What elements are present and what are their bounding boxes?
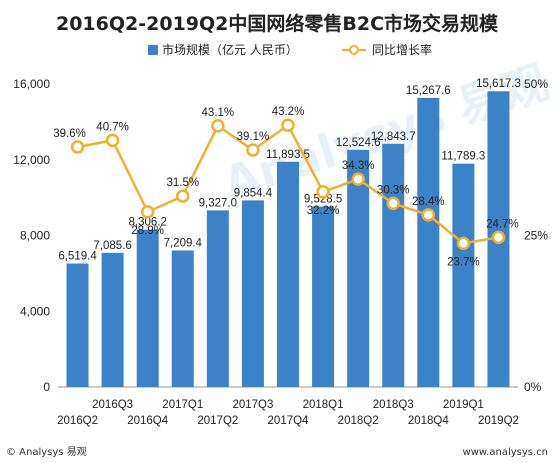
x-tick-label: 2017Q1 [162,399,203,411]
bar [417,97,440,388]
x-tick-label: 2017Q3 [232,399,273,411]
bar [136,229,159,387]
footer-url: www.analysys.cn [463,447,548,458]
line-value-label: 43.1% [202,107,235,119]
line-point [351,172,365,186]
line-point [70,140,85,154]
legend-line-marker [349,45,359,55]
x-tick-label: 2019Q1 [443,399,484,411]
line-value-label: 39.1% [237,131,270,143]
x-axis-labels: 2016Q2 2016Q3 2016Q4 2017Q1 2017Q2 2017Q3 2017… [57,399,519,427]
legend-bar-label: 市场规模（亿元 人民币） [162,42,298,57]
line-value-label: 34.3% [342,160,375,172]
x-tick-label: 2016Q4 [127,415,169,427]
line-value-label: 39.6% [53,128,86,140]
line-value-label: 23.7% [447,256,480,268]
line-value-label: 40.7% [96,121,129,133]
y-left-tick-label: 16,000 [13,77,50,91]
bar-value-label: 12,524.6 [336,137,381,149]
legend: 市场规模（亿元 人民币） 同比增长率 [148,42,432,57]
bar-value-label: 12,843.7 [371,131,416,143]
line-value-label: 24.7% [486,218,519,230]
line-value-label: 32.2% [307,205,340,217]
legend-line-label: 同比增长率 [372,42,432,57]
y-axis-right: 0% 25% 50% [524,77,548,394]
bar-value-label: 7,085.6 [93,240,131,252]
line-point [456,236,471,251]
bar [277,161,299,387]
bar-value-label: 6,519.4 [58,251,97,263]
line-value-label: 31.5% [166,177,199,189]
line-point [281,118,295,132]
line-point [105,133,120,148]
bar-value-label: 15,267.6 [406,85,451,97]
line-value-label: 28.9% [131,225,164,237]
x-tick-label: 2018Q2 [338,415,379,427]
x-tick-label: 2017Q4 [268,415,310,427]
bar-value-label: 7,209.4 [164,237,203,249]
bar-value-label: 11,789.3 [441,151,485,163]
line-point [386,196,400,211]
bar-value-label: 9,327.0 [199,197,237,209]
bar [206,210,229,387]
x-tick-label: 2016Q3 [92,399,133,411]
x-tick-label: 2017Q2 [197,415,238,427]
bar-value-label: 8,306.2 [129,217,167,229]
y-left-tick-label: 8,000 [20,229,50,243]
bar [101,252,124,387]
y-axis-left: 0 4,000 8,000 12,000 16,000 [13,77,50,394]
bar [382,143,405,387]
line-value-labels: 39.6% 40.7% 28.9% 31.5% 43.1%39.1% 43.2% 32.2%… [53,106,519,268]
y-left-tick-label: 4,000 [20,304,50,318]
y-right-tick-label: 25% [524,229,548,243]
x-tick-label: 2019Q2 [478,415,519,427]
line-point [140,205,155,219]
line-point [176,189,190,203]
line-value-label: 30.3% [377,184,410,196]
chart-title: 2016Q2-2019Q2中国网络零售B2C市场交易规模 [56,12,499,35]
line-point [211,119,225,133]
bar-value-labels: 6,519.47,085.6 8,306.2 7,209.4 9,327.09,854… [58,78,520,262]
y-right-tick-label: 50% [524,77,548,91]
y-left-tick-label: 12,000 [13,153,50,167]
line-point [421,208,436,222]
y-right-tick-label: 0% [524,380,542,394]
x-tick-label: 2016Q2 [57,415,98,427]
bar-value-label: 11,893.5 [266,149,310,161]
legend-bar-swatch [148,45,158,55]
bar-series [66,91,510,388]
line-point [491,230,506,245]
line-value-label: 28.4% [412,196,445,208]
x-tick-label: 2018Q1 [303,399,344,411]
bar-value-label: 9,528.5 [304,194,342,206]
bar [312,206,335,387]
bar-value-label: 9,854.4 [234,187,273,199]
bar [347,149,370,387]
bar-value-label: 15,617.3 [476,78,521,90]
line-point [246,143,260,157]
x-tick-label: 2018Q4 [408,415,450,427]
bar [241,200,264,387]
y-left-tick-label: 0 [43,380,50,394]
x-tick-label: 2018Q3 [373,399,414,411]
bar [452,163,475,387]
line-point [316,185,330,199]
line-series [70,118,506,251]
footer-copyright: © Analysys 易观 [6,446,87,458]
bar [66,263,89,387]
bar [171,250,194,387]
line-value-label: 43.2% [272,106,305,118]
